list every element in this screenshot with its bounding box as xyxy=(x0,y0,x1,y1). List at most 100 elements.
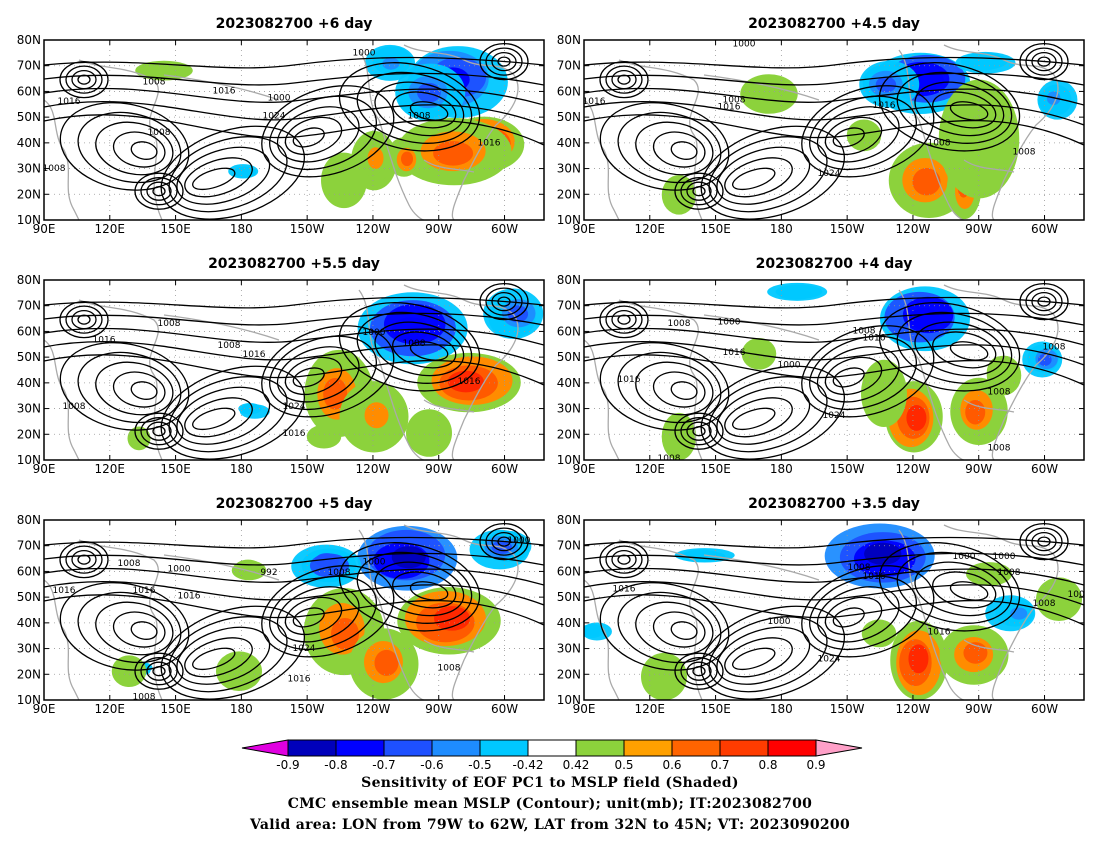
axes: 10N 20N 30N 40N 50N 60N 70N 80N 90E 120E 150E 180 15… xyxy=(17,273,544,476)
colorbar-label: 0.9 xyxy=(806,758,825,772)
lat-tick-label: 20N xyxy=(17,187,41,201)
lat-tick-label: 50N xyxy=(557,110,581,124)
contour-labels: 1000 1008 1016 1000 1016 1024 1008 1008 1016 1008 xyxy=(43,49,501,174)
contour-label: 1016 xyxy=(583,97,606,107)
contour-label: 1008 xyxy=(988,443,1011,453)
lon-tick-label: 90E xyxy=(573,702,596,716)
mslp-contours xyxy=(584,42,1084,220)
contour-label: 1008 xyxy=(438,664,461,674)
contour-label: 1008 xyxy=(133,692,156,702)
lat-tick-label: 60N xyxy=(17,84,41,98)
contour-label: 1008 xyxy=(143,77,166,87)
lat-tick-label: 10N xyxy=(17,453,41,467)
colorbar-label: -0.42 xyxy=(512,758,543,772)
lon-tick-label: 180 xyxy=(230,702,253,716)
mslp-contours xyxy=(44,522,544,700)
lon-tick-label: 90W xyxy=(965,222,992,236)
contour-label: 1008 xyxy=(848,563,871,573)
colorbar-swatch xyxy=(671,739,721,757)
contour-label: 1016 xyxy=(863,334,886,344)
map-panel-6: 2023082700 +3.5 day100810161000100810161… xyxy=(557,496,1091,716)
colorbar-label: -0.9 xyxy=(276,758,299,772)
contour-label: 1016 xyxy=(863,572,886,582)
panel-title: 2023082700 +6 day xyxy=(216,16,373,32)
lon-tick-label: 90E xyxy=(33,462,56,476)
map-panel-1: 2023082700 +6 day 1000 1008 1016 1000 1016 102… xyxy=(17,16,545,236)
lat-tick-label: 20N xyxy=(557,187,581,201)
panel-title: 2023082700 +5.5 day xyxy=(208,256,380,272)
lon-tick-label: 120E xyxy=(635,702,666,716)
contour-label: 1000 xyxy=(778,361,801,371)
contour-label: 1024 xyxy=(818,655,841,665)
axes: 10N 20N 30N 40N 50N 60N 70N 80N 90E 120E 150E 180 15… xyxy=(557,273,1084,476)
lat-tick-label: 30N xyxy=(17,642,41,656)
lat-tick-label: 80N xyxy=(17,33,41,47)
lon-tick-label: 150W xyxy=(830,702,865,716)
colorbar-label: 0.5 xyxy=(614,758,633,772)
lon-tick-label: 180 xyxy=(230,222,253,236)
contour-label: 1000 xyxy=(168,565,191,575)
panel-title: 2023082700 +4 day xyxy=(756,256,913,272)
lon-tick-label: 90E xyxy=(573,462,596,476)
lon-tick-label: 150E xyxy=(160,702,191,716)
caption-line-1: Sensitivity of EOF PC1 to MSLP field (Sh… xyxy=(361,775,739,791)
lat-tick-label: 70N xyxy=(17,59,41,73)
lon-tick-label: 120E xyxy=(95,702,126,716)
panel-title: 2023082700 +4.5 day xyxy=(748,16,920,32)
contour-label: 1016 xyxy=(133,586,156,596)
contour-label: 1008 xyxy=(853,326,876,336)
colorbar-label: 0.6 xyxy=(662,758,681,772)
contour-label: 1000 xyxy=(508,536,531,546)
map-frame xyxy=(583,279,1085,461)
lon-tick-label: 60W xyxy=(491,222,518,236)
contour-label: 1008 xyxy=(328,568,351,578)
colorbar-label: -0.8 xyxy=(324,758,347,772)
map-frame xyxy=(43,39,545,221)
lat-tick-label: 30N xyxy=(557,642,581,656)
contour-label: 1008 xyxy=(43,164,66,174)
colorbar-swatch xyxy=(431,739,481,757)
axes: 10N 20N 30N 40N 50N 60N 70N 80N 90E 120E 150E 180 15… xyxy=(17,513,544,716)
lon-tick-label: 120W xyxy=(896,702,931,716)
lat-tick-label: 60N xyxy=(557,324,581,338)
contour-label: 1024 xyxy=(818,169,841,179)
panel-title: 2023082700 +5 day xyxy=(216,496,373,512)
lat-tick-label: 20N xyxy=(557,427,581,441)
panel-title: 2023082700 +3.5 day xyxy=(748,496,920,512)
lat-tick-label: 40N xyxy=(557,136,581,150)
lat-tick-label: 30N xyxy=(17,162,41,176)
lon-tick-label: 120E xyxy=(635,222,666,236)
contour-label: 1008 xyxy=(403,339,426,349)
lon-tick-label: 120W xyxy=(356,702,391,716)
lat-tick-label: 80N xyxy=(557,33,581,47)
colorbar-label: -0.5 xyxy=(468,758,491,772)
lat-tick-label: 20N xyxy=(557,667,581,681)
coastlines xyxy=(584,284,1059,460)
contour-label: 1000 xyxy=(353,49,376,59)
colorbar-swatch xyxy=(383,739,433,757)
lat-tick-label: 40N xyxy=(17,616,41,630)
contour-label: 1008 xyxy=(118,559,141,569)
lon-tick-label: 60W xyxy=(491,462,518,476)
lon-tick-label: 120E xyxy=(635,462,666,476)
contour-label: 1024 xyxy=(293,644,316,654)
lon-tick-label: 90W xyxy=(425,222,452,236)
lat-tick-label: 10N xyxy=(557,213,581,227)
contour-label: 1008 xyxy=(1013,148,1036,158)
contour-label: 1008 xyxy=(1068,590,1091,600)
lon-tick-label: 180 xyxy=(230,462,253,476)
contour-label: 1016 xyxy=(613,584,636,594)
map-frame xyxy=(583,519,1085,701)
colorbar-swatch xyxy=(767,739,817,757)
colorbar-swatch xyxy=(287,739,337,757)
colorbar-label: 0.7 xyxy=(710,758,729,772)
contour-label: 1000 xyxy=(953,552,976,562)
lat-tick-label: 10N xyxy=(17,693,41,707)
lat-tick-label: 30N xyxy=(17,402,41,416)
contour-label: 1000 xyxy=(993,552,1016,562)
lon-tick-label: 120W xyxy=(896,222,931,236)
lon-tick-label: 90W xyxy=(965,462,992,476)
lat-tick-label: 50N xyxy=(17,110,41,124)
lat-tick-label: 80N xyxy=(17,513,41,527)
